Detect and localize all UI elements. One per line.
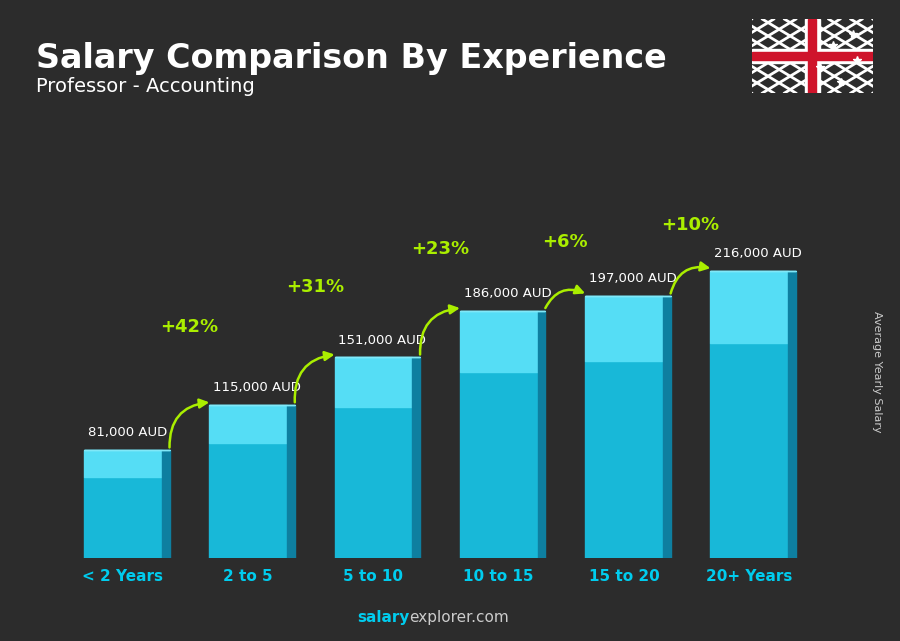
Text: +6%: +6%: [543, 233, 588, 251]
Bar: [710, 342, 788, 558]
Bar: [585, 296, 663, 362]
Bar: [710, 271, 788, 342]
Text: +23%: +23%: [411, 240, 469, 258]
Text: Average Yearly Salary: Average Yearly Salary: [872, 311, 883, 433]
Bar: [585, 362, 663, 558]
Text: 216,000 AUD: 216,000 AUD: [715, 247, 802, 260]
Bar: [162, 450, 169, 558]
Text: Professor - Accounting: Professor - Accounting: [36, 77, 255, 96]
Bar: [84, 450, 162, 477]
Bar: [808, 19, 816, 93]
Bar: [84, 477, 162, 558]
Text: 115,000 AUD: 115,000 AUD: [213, 381, 301, 394]
Bar: [335, 357, 412, 407]
Bar: [805, 19, 820, 93]
Text: +31%: +31%: [285, 278, 344, 296]
Text: Salary Comparison By Experience: Salary Comparison By Experience: [36, 42, 667, 74]
Bar: [788, 271, 796, 558]
Text: 81,000 AUD: 81,000 AUD: [88, 426, 167, 440]
Bar: [537, 311, 545, 558]
Text: 186,000 AUD: 186,000 AUD: [464, 287, 552, 300]
Bar: [335, 407, 412, 558]
Bar: [460, 372, 537, 558]
Bar: [210, 405, 287, 443]
Text: 197,000 AUD: 197,000 AUD: [589, 272, 677, 285]
Text: 151,000 AUD: 151,000 AUD: [338, 333, 427, 347]
Bar: [752, 49, 873, 63]
Bar: [663, 296, 670, 558]
Text: explorer.com: explorer.com: [410, 610, 509, 625]
Text: +10%: +10%: [662, 215, 720, 234]
Bar: [460, 311, 537, 372]
Text: salary: salary: [357, 610, 410, 625]
Text: +42%: +42%: [160, 318, 219, 336]
Bar: [412, 357, 420, 558]
Bar: [752, 53, 873, 60]
Bar: [210, 443, 287, 558]
Bar: [287, 405, 295, 558]
